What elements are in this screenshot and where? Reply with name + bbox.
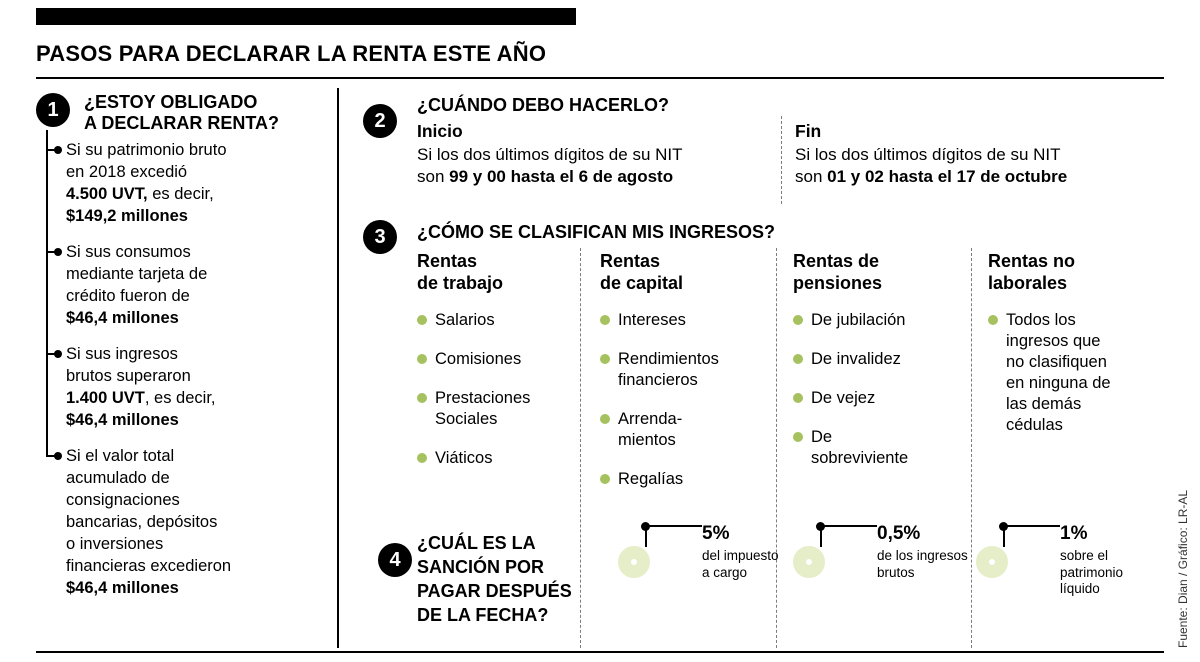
- penalty-desc: sobre el patrimonio líquido: [1060, 548, 1124, 596]
- list-item: De vejez: [793, 388, 951, 409]
- green-bullet-icon: [793, 432, 803, 442]
- green-bullet-icon: [417, 315, 427, 325]
- list-item-text: Si su patrimonio bruto en 2018 excedió 4…: [66, 141, 227, 225]
- column-divider: [776, 248, 777, 648]
- list-item: Todos los ingresos que no clasifiquen en…: [988, 310, 1140, 436]
- penalty-desc: de los ingresos brutos: [877, 548, 968, 580]
- list-item: De sobreviviente: [793, 427, 951, 469]
- green-bullet-icon: [793, 315, 803, 325]
- section2-title: ¿CUÁNDO DEBO HACERLO?: [417, 95, 669, 115]
- penalty-label: 1% sobre el patrimonio líquido: [1060, 523, 1172, 598]
- penalty-ingresos: 0,5% de los ingresos brutos: [789, 520, 969, 642]
- penalty-patrimonio: 1% sobre el patrimonio líquido: [972, 520, 1152, 642]
- list-item: Si su patrimonio bruto en 2018 excedió 4…: [46, 139, 308, 227]
- inicio-text: Si los dos últimos dígitos de su NIT son…: [417, 145, 683, 186]
- inicio-fin-divider: [781, 116, 782, 204]
- step-number-4: 4: [378, 543, 412, 577]
- step-number-2: 2: [363, 104, 397, 138]
- green-bullet-icon: [793, 354, 803, 364]
- list-item: De invalidez: [793, 349, 951, 370]
- green-bullet-icon: [600, 474, 610, 484]
- section4-title: ¿CUÁL ES LA SANCIÓN POR PAGAR DESPUÉS DE…: [417, 533, 572, 625]
- green-bullet-icon: [988, 315, 998, 325]
- obligation-list: Si su patrimonio bruto en 2018 excedió 4…: [46, 139, 308, 613]
- bullet-icon: [54, 452, 62, 460]
- leader-stem: [820, 526, 822, 547]
- list-item: Comisiones: [417, 349, 569, 370]
- list-item: Regalías: [600, 469, 758, 490]
- list-item-text: Si sus ingresos brutos superaron 1.400 U…: [66, 345, 216, 429]
- green-bullet-icon: [793, 393, 803, 403]
- column-header: Rentas de capital: [600, 251, 684, 293]
- section1-vertical-divider: [337, 88, 339, 648]
- column-divider: [971, 248, 972, 648]
- list-item: Intereses: [600, 310, 758, 331]
- when-fin-block: Fin Si los dos últimos dígitos de su NIT…: [795, 121, 1165, 188]
- green-bullet-icon: [417, 354, 427, 364]
- penalty-value: 5%: [702, 523, 730, 544]
- list-item: De jubilación: [793, 310, 951, 331]
- leader-stem: [1003, 526, 1005, 547]
- leader-line: [1003, 525, 1060, 527]
- list-item: Viáticos: [417, 448, 569, 469]
- list-item: Rendimientos financieros: [600, 349, 758, 391]
- column-header: Rentas de trabajo: [417, 251, 504, 293]
- column-divider: [580, 248, 581, 648]
- green-bullet-icon: [417, 393, 427, 403]
- connector-tick-icon: [46, 149, 56, 151]
- list-item-text: Si sus consumos mediante tarjeta de créd…: [66, 243, 208, 327]
- list-item: Si el valor total acumulado de consignac…: [46, 445, 308, 599]
- penalty-label: 5% del impuesto a cargo: [702, 523, 814, 581]
- section3-title: ¿CÓMO SE CLASIFICAN MIS INGRESOS?: [417, 222, 776, 242]
- bullet-icon: [54, 146, 62, 154]
- list-item: Si sus ingresos brutos superaron 1.400 U…: [46, 343, 308, 431]
- green-bullet-icon: [600, 354, 610, 364]
- donut-chart-icon: [976, 546, 1008, 578]
- penalty-value: 0,5%: [877, 523, 921, 544]
- green-bullet-icon: [417, 453, 427, 463]
- green-bullet-icon: [600, 315, 610, 325]
- list-item: Arrenda- mientos: [600, 409, 758, 451]
- column-header: Rentas de pensiones: [793, 251, 883, 293]
- list-item: Si sus consumos mediante tarjeta de créd…: [46, 241, 308, 329]
- donut-chart-icon: [793, 546, 825, 578]
- connector-tick-icon: [46, 455, 56, 457]
- connector-line: [46, 130, 48, 457]
- penalty-desc: del impuesto a cargo: [702, 548, 779, 580]
- title-divider: [36, 77, 1164, 79]
- inicio-label: Inicio: [417, 121, 463, 141]
- green-bullet-icon: [600, 414, 610, 424]
- section1-title: ¿ESTOY OBLIGADO A DECLARAR RENTA?: [84, 92, 279, 133]
- source-credit: Fuente: Dian / Gráfico: LR-AL: [1176, 489, 1190, 648]
- fin-label: Fin: [795, 121, 822, 141]
- bullet-icon: [54, 350, 62, 358]
- column-rentas-de-capital: Rentas de capital Intereses Rendimientos…: [600, 250, 758, 508]
- step-number-3: 3: [363, 220, 397, 254]
- list-item-text: Si el valor total acumulado de consignac…: [66, 447, 232, 597]
- list-item: Salarios: [417, 310, 569, 331]
- column-rentas-de-pensiones: Rentas de pensiones De jubilación De inv…: [793, 250, 951, 487]
- list-item: Prestaciones Sociales: [417, 388, 569, 430]
- donut-chart-icon: [618, 546, 650, 578]
- page-title: PASOS PARA DECLARAR LA RENTA ESTE AÑO: [36, 41, 547, 66]
- bullet-icon: [54, 248, 62, 256]
- penalty-label: 0,5% de los ingresos brutos: [877, 523, 989, 581]
- when-inicio-block: Inicio Si los dos últimos dígitos de su …: [417, 121, 777, 188]
- top-accent-bar: [36, 8, 576, 25]
- bottom-divider: [36, 651, 1164, 653]
- fin-text: Si los dos últimos dígitos de su NIT son…: [795, 145, 1068, 186]
- penalty-impuesto: 5% del impuesto a cargo: [614, 520, 794, 642]
- penalty-value: 1%: [1060, 523, 1088, 544]
- column-rentas-de-trabajo: Rentas de trabajo Salarios Comisiones Pr…: [417, 250, 569, 487]
- leader-stem: [645, 526, 647, 547]
- connector-tick-icon: [46, 251, 56, 253]
- connector-tick-icon: [46, 353, 56, 355]
- leader-line: [645, 525, 702, 527]
- step-number-1: 1: [36, 93, 70, 127]
- column-rentas-no-laborales: Rentas no laborales Todos los ingresos q…: [988, 250, 1140, 454]
- column-header: Rentas no laborales: [988, 251, 1076, 293]
- leader-line: [820, 525, 877, 527]
